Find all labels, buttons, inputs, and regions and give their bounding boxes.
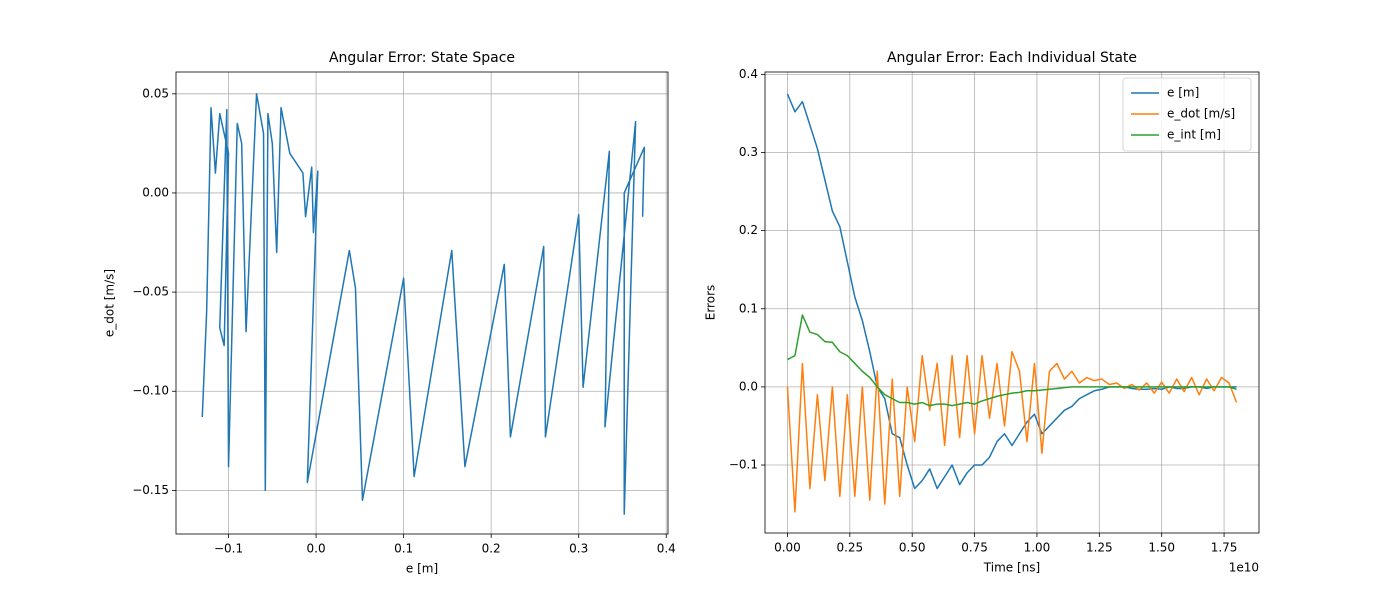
subplot-title: Angular Error: Each Individual State [887, 50, 1137, 66]
x-tick-label: 0.1 [394, 542, 413, 556]
y-axis-label: e_dot [m/s] [103, 269, 117, 337]
y-axis-label: Errors [704, 285, 718, 321]
y-tick-label: −0.10 [132, 384, 169, 398]
axes-frame [764, 71, 1260, 534]
legend-label: e [m] [1167, 86, 1199, 100]
legend-label: e_int [m] [1167, 128, 1221, 142]
data-line [786, 350, 1238, 513]
y-tick-label: 0.00 [142, 185, 169, 199]
x-tick-label: 0.2 [482, 542, 501, 556]
y-tick-label: 0.4 [739, 67, 758, 81]
x-tick-label: 0.50 [899, 541, 926, 555]
subplot: 0.00 0.25 0.50 0.75 1.00 1.25 1.50 1.75 −0.1 0.0 0… [704, 50, 1260, 575]
x-tick-label: 1.00 [1024, 541, 1051, 555]
y-tick-label: −0.1 [729, 458, 758, 472]
subplot-title: Angular Error: State Space [329, 50, 515, 66]
subplot: −0.1 0.0 0.1 0.2 0.3 0.4 −0.15 −0.10 −0.05 0.00 0.… [103, 50, 676, 576]
x-tick-label: 1.50 [1148, 541, 1175, 555]
y-tick-label: 0.05 [142, 86, 169, 100]
x-tick-label: 0.4 [657, 542, 676, 556]
x-axis-label: e [m] [406, 562, 438, 576]
x-axis-label: Time [ns] [983, 561, 1040, 575]
x-tick-label: 0.25 [836, 541, 863, 555]
data-line [787, 314, 1237, 407]
x-tick-label: 1.25 [1086, 541, 1113, 555]
legend-label: e_dot [m/s] [1167, 107, 1235, 121]
y-tick-label: 0.3 [739, 145, 758, 159]
y-tick-label: 0.1 [739, 301, 758, 315]
x-tick-label: 1.75 [1211, 541, 1238, 555]
y-tick-label: 0.0 [739, 379, 758, 393]
x-offset-label: 1e10 [1229, 561, 1259, 575]
y-tick-label: 0.2 [739, 223, 758, 237]
legend-box [1122, 77, 1252, 152]
x-tick-label: 0.00 [774, 541, 801, 555]
y-tick-label: −0.15 [132, 483, 169, 497]
data-line [201, 93, 646, 515]
data-line [786, 93, 1237, 490]
x-tick-label: 0.3 [569, 542, 588, 556]
x-tick-label: 0.75 [961, 541, 988, 555]
x-tick-label: −0.1 [214, 542, 243, 556]
axes-frame [175, 71, 669, 535]
x-tick-label: 0.0 [307, 542, 326, 556]
legend: e [m] e_dot [m/s] e_int [m] [1122, 77, 1252, 152]
y-tick-label: −0.05 [132, 285, 169, 299]
